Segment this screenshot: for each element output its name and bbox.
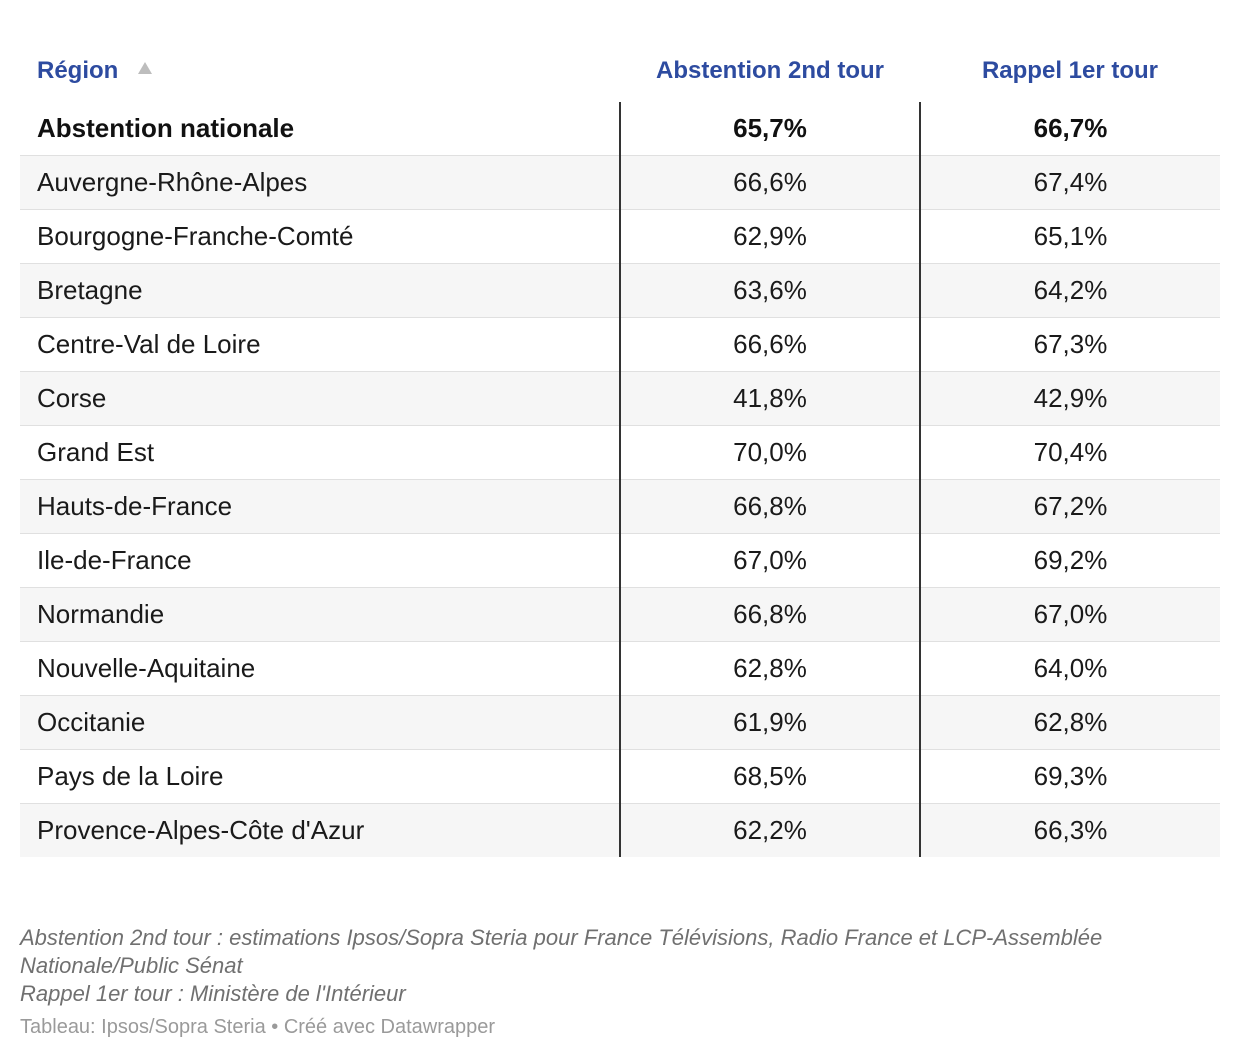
table-row: Auvergne-Rhône-Alpes 66,6% 67,4%: [20, 155, 1220, 210]
table-row: Nouvelle-Aquitaine 62,8% 64,0%: [20, 641, 1220, 696]
cell-rappel-1er: 67,3%: [919, 317, 1220, 372]
table-notes: Abstention 2nd tour : estimations Ipsos/…: [20, 924, 1220, 1008]
column-header-abstention-2nd-label: Abstention 2nd tour: [656, 57, 884, 84]
table-row-highlight: Abstention nationale 65,7% 66,7%: [20, 102, 1220, 156]
cell-abstention-2nd: 70,0%: [619, 425, 920, 480]
cell-abstention-2nd: 62,8%: [619, 641, 920, 696]
cell-abstention-2nd: 66,8%: [619, 479, 920, 534]
cell-region: Hauts-de-France: [20, 479, 620, 534]
note-source-1er-tour: Rappel 1er tour : Ministère de l'Intérie…: [20, 981, 406, 1006]
cell-abstention-2nd: 67,0%: [619, 533, 920, 588]
cell-rappel-1er: 65,1%: [919, 209, 1220, 264]
column-header-region[interactable]: Région: [20, 40, 620, 102]
table-row: Normandie 66,8% 67,0%: [20, 587, 1220, 642]
data-table-container: Région Abstention 2nd tour Rappel 1er to…: [20, 40, 1220, 857]
cell-rappel-1er: 64,2%: [919, 263, 1220, 318]
table-row: Corse 41,8% 42,9%: [20, 371, 1220, 426]
cell-abstention-2nd: 65,7%: [619, 102, 920, 156]
cell-region: Occitanie: [20, 695, 620, 750]
column-header-rappel-1er[interactable]: Rappel 1er tour: [920, 40, 1220, 102]
table-row: Centre-Val de Loire 66,6% 67,3%: [20, 317, 1220, 372]
table-header: Région Abstention 2nd tour Rappel 1er to…: [20, 40, 1220, 102]
header-row: Région Abstention 2nd tour Rappel 1er to…: [20, 40, 1220, 102]
column-header-abstention-2nd[interactable]: Abstention 2nd tour: [620, 40, 920, 102]
cell-region: Grand Est: [20, 425, 620, 480]
column-header-rappel-1er-label: Rappel 1er tour: [981, 57, 1159, 84]
cell-region: Provence-Alpes-Côte d'Azur: [20, 803, 620, 857]
table-row: Grand Est 70,0% 70,4%: [20, 425, 1220, 480]
cell-abstention-2nd: 66,6%: [619, 317, 920, 372]
table-row: Hauts-de-France 66,8% 67,2%: [20, 479, 1220, 534]
cell-abstention-2nd: 66,6%: [619, 155, 920, 210]
cell-region: Corse: [20, 371, 620, 426]
cell-abstention-2nd: 68,5%: [619, 749, 920, 804]
column-header-region-label: Région: [37, 57, 119, 84]
cell-abstention-2nd: 63,6%: [619, 263, 920, 318]
cell-rappel-1er: 66,3%: [919, 803, 1220, 857]
cell-abstention-2nd: 61,9%: [619, 695, 920, 750]
cell-region: Nouvelle-Aquitaine: [20, 641, 620, 696]
cell-rappel-1er: 62,8%: [919, 695, 1220, 750]
cell-abstention-2nd: 62,9%: [619, 209, 920, 264]
cell-abstention-2nd: 62,2%: [619, 803, 920, 857]
cell-region: Normandie: [20, 587, 620, 642]
cell-rappel-1er: 67,0%: [919, 587, 1220, 642]
sort-ascending-icon[interactable]: [138, 62, 153, 74]
cell-rappel-1er: 67,2%: [919, 479, 1220, 534]
table-row: Ile-de-France 67,0% 69,2%: [20, 533, 1220, 588]
cell-rappel-1er: 69,2%: [919, 533, 1220, 588]
cell-region: Ile-de-France: [20, 533, 620, 588]
cell-rappel-1er: 64,0%: [919, 641, 1220, 696]
cell-rappel-1er: 70,4%: [919, 425, 1220, 480]
cell-abstention-2nd: 66,8%: [619, 587, 920, 642]
cell-rappel-1er: 66,7%: [919, 102, 1220, 156]
cell-rappel-1er: 67,4%: [919, 155, 1220, 210]
table-row: Bretagne 63,6% 64,2%: [20, 263, 1220, 318]
cell-region: Auvergne-Rhône-Alpes: [20, 155, 620, 210]
note-source-2nd-tour: Abstention 2nd tour : estimations Ipsos/…: [20, 925, 1103, 978]
table-row: Bourgogne-Franche-Comté 62,9% 65,1%: [20, 209, 1220, 264]
credit-footer: Tableau: Ipsos/Sopra Steria • Créé avec …: [20, 1016, 496, 1038]
cell-rappel-1er: 69,3%: [919, 749, 1220, 804]
table-row: Occitanie 61,9% 62,8%: [20, 695, 1220, 750]
cell-region: Pays de la Loire: [20, 749, 620, 804]
table-body: Abstention nationale 65,7% 66,7% Auvergne-R…: [20, 102, 1220, 857]
cell-region: Bretagne: [20, 263, 620, 318]
data-table: Région Abstention 2nd tour Rappel 1er to…: [20, 40, 1220, 857]
table-row: Provence-Alpes-Côte d'Azur 62,2% 66,3%: [20, 803, 1220, 857]
cell-abstention-2nd: 41,8%: [619, 371, 920, 426]
cell-region: Bourgogne-Franche-Comté: [20, 209, 620, 264]
cell-region: Abstention nationale: [20, 102, 620, 156]
cell-region: Centre-Val de Loire: [20, 317, 620, 372]
cell-rappel-1er: 42,9%: [919, 371, 1220, 426]
table-row: Pays de la Loire 68,5% 69,3%: [20, 749, 1220, 804]
